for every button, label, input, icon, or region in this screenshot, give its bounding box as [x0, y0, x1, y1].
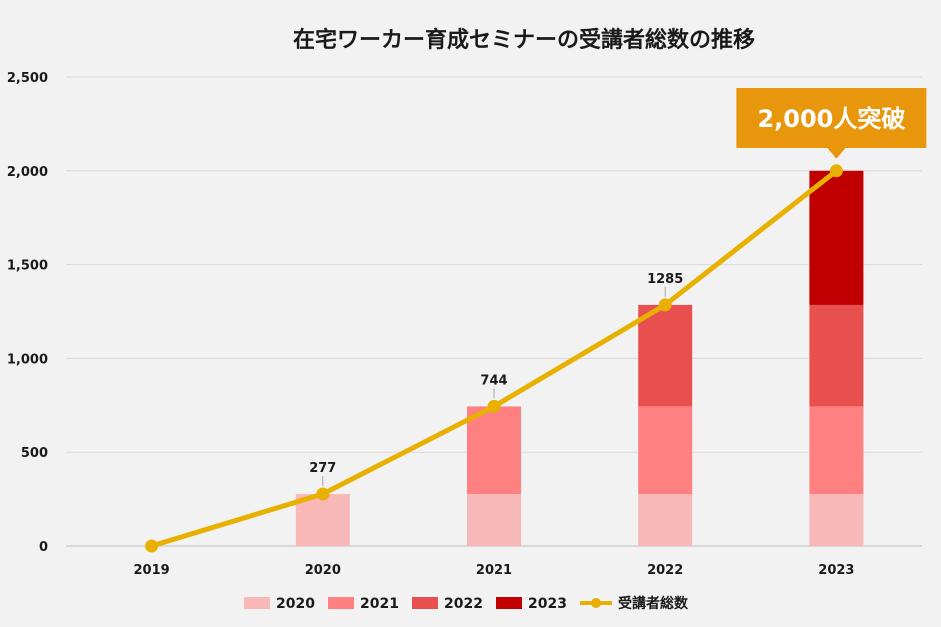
bar-2020-2021	[467, 494, 521, 546]
callout-text: 2,000人突破	[757, 105, 905, 133]
legend-label: 2023	[528, 596, 567, 612]
y-tick-label: 0	[39, 540, 48, 555]
bar-2022-2023	[809, 304, 864, 407]
y-axis: 0 500 1,000 1,500 2,000 2,500	[7, 71, 48, 555]
x-tick-label: 2019	[134, 563, 170, 578]
line-point	[145, 539, 159, 553]
callout-box	[736, 88, 927, 159]
data-label: 1285	[647, 272, 683, 287]
bar-2020-2020	[295, 494, 350, 546]
y-tick-label: 500	[21, 446, 48, 461]
grid	[66, 76, 922, 547]
legend-label: 2021	[360, 596, 399, 612]
legend-swatch	[244, 597, 270, 609]
y-tick-label: 1,500	[7, 259, 48, 274]
bar-2020-2023	[809, 494, 864, 546]
bar-2020-2022	[638, 494, 693, 546]
data-label: 277	[309, 461, 336, 476]
legend-swatch	[412, 597, 438, 609]
line-point	[487, 399, 501, 413]
legend-line-marker	[591, 598, 601, 608]
bar-2022-2022	[638, 304, 693, 407]
legend-label: 受講者総数	[618, 595, 689, 612]
x-tick-label: 2021	[476, 563, 512, 578]
legend-swatch	[496, 597, 522, 609]
y-tick-label: 2,000	[7, 165, 48, 180]
line-point	[316, 487, 330, 501]
x-tick-label: 2022	[647, 563, 683, 578]
legend-label: 2020	[276, 596, 315, 612]
bars	[295, 170, 864, 546]
bar-2023-2023	[809, 170, 864, 305]
legend-swatch	[328, 597, 354, 609]
callout: 2,000人突破	[736, 88, 927, 159]
x-tick-label: 2020	[305, 563, 341, 578]
bar-2021-2021	[467, 406, 521, 495]
x-axis: 2019 2020 2021 2022 2023	[134, 563, 855, 578]
total-line: 277 744 1285	[145, 164, 843, 553]
line-point	[829, 164, 843, 178]
data-label: 744	[480, 373, 507, 388]
y-tick-label: 2,500	[7, 71, 48, 86]
legend: 2020 2021 2022 2023 受講者総数	[244, 595, 689, 612]
legend-label: 2022	[444, 596, 483, 612]
x-tick-label: 2023	[818, 563, 854, 578]
chart-title: 在宅ワーカー育成セミナーの受講者総数の推移	[293, 27, 755, 53]
bar-2021-2023	[809, 406, 864, 495]
line-point	[658, 298, 672, 312]
bar-2021-2022	[638, 406, 693, 495]
y-tick-label: 1,000	[7, 352, 48, 367]
